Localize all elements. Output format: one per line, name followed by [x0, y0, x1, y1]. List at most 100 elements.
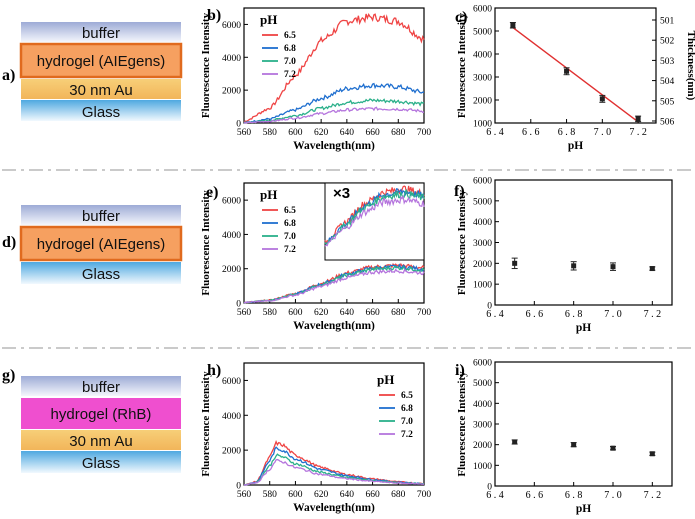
chart-f: 6 . 4 6 . 6 6 . 8 7 . 0 7 . 2 0 1000 2000 3000 40… — [456, 177, 673, 334]
data-point — [510, 22, 516, 28]
legend-title: pH — [260, 12, 277, 27]
y-tick-label: 0 — [236, 120, 241, 130]
x-tick-label: 7 . 0 — [604, 309, 622, 320]
plot-frame — [243, 362, 425, 486]
chart-c: 6 . 4 6 . 6 6 . 8 7 . 0 7 . 2 1000 2000 3000 400… — [456, 5, 695, 153]
x-tick-label: 620 — [314, 490, 329, 500]
y-tick-label: 6000 — [473, 5, 492, 15]
layer-buffer-label: buffer — [82, 208, 120, 225]
x-tick-label: 700 — [417, 490, 432, 500]
chart-h: 560 580 600 620 640 660 680 700 0 2000 4000 6000 Wav… — [200, 362, 432, 514]
legend-label-pH-7.2: 7.2 — [284, 245, 296, 255]
y-axis-label: Fluorescence Intensity — [200, 190, 212, 296]
y-tick-label: 4000 — [473, 51, 492, 61]
x-tick-label: 6 . 6 — [522, 127, 540, 138]
layer-buffer-label: buffer — [82, 25, 120, 42]
legend-label-pH-6.5: 6.5 — [284, 31, 296, 41]
legend-title: pH — [377, 372, 394, 387]
legend-label-pH-6.8: 6.8 — [284, 219, 296, 229]
layer-glass — [21, 451, 181, 473]
plot-frame — [494, 179, 673, 306]
x-tick-label: 7 . 0 — [594, 127, 612, 138]
legend-label-pH-7.2: 7.2 — [284, 70, 296, 80]
x-tick-label: 660 — [365, 308, 380, 318]
legend-title: pH — [260, 187, 277, 202]
right-tick-label: 503 — [660, 57, 675, 67]
plot-frame — [243, 7, 425, 124]
layer-glass-label: Glass — [82, 455, 120, 472]
series-line-pH-7.0 — [244, 453, 425, 486]
layer-buffer — [21, 376, 181, 396]
x-axis-label: pH — [576, 503, 591, 515]
layer-hydrogel — [21, 398, 181, 429]
x-tick-label: 680 — [391, 128, 406, 138]
layer-gold — [21, 79, 181, 99]
data-point — [649, 266, 655, 272]
x-tick-label: 660 — [365, 128, 380, 138]
y-tick-label: 6000 — [222, 197, 241, 207]
panel-label-f: f) — [454, 183, 465, 200]
series-line-pH-7.0 — [243, 265, 425, 304]
x-axis-label: Wavelength(nm) — [293, 502, 375, 514]
x-axis-label: Wavelength(nm) — [293, 320, 375, 332]
y-tick-label: 3000 — [473, 421, 492, 431]
layer-gold — [21, 430, 181, 450]
panel-label-g: g) — [2, 367, 15, 384]
y-tick-label: 2000 — [473, 260, 492, 270]
y-tick-label: 6000 — [473, 177, 492, 187]
x-tick-label: 6 . 8 — [565, 490, 583, 501]
x-tick-label: 600 — [288, 490, 303, 500]
legend-label-pH-7.0: 7.0 — [401, 417, 413, 427]
series-line-pH-7.0 — [243, 98, 425, 124]
y-tick-label: 4000 — [222, 412, 241, 422]
data-point — [610, 264, 616, 270]
x-tick-label: 6 . 4 — [486, 490, 504, 501]
y-tick-label: 2000 — [222, 447, 241, 457]
schematic-g: g) buffer hydrogel (RhB) 30 nm Au Glass — [2, 367, 181, 473]
y-tick-label: 4000 — [222, 231, 241, 241]
x-tick-label: 700 — [417, 308, 432, 318]
x-tick-label: 560 — [237, 490, 252, 500]
chart-b: 560 580 600 620 640 660 680 700 0 2000 4000 6000 Wav… — [200, 7, 432, 152]
x-tick-label: 680 — [391, 490, 406, 500]
layer-glass-label: Glass — [82, 104, 120, 121]
y-tick-label: 3000 — [473, 74, 492, 84]
x-axis-label: pH — [568, 140, 583, 152]
y-axis-label: Fluorescence Intensity — [200, 12, 212, 118]
y-tick-label: 6000 — [222, 377, 241, 387]
data-point — [571, 263, 577, 269]
x-tick-label: 6 . 6 — [526, 490, 544, 501]
x-tick-label: 620 — [314, 128, 329, 138]
y-tick-label: 2000 — [222, 87, 241, 97]
y-tick-label: 4000 — [222, 54, 241, 64]
y-tick-label: 2000 — [473, 97, 492, 107]
data-point — [571, 442, 577, 448]
layer-hydrogel-label: hydrogel (RhB) — [51, 406, 152, 423]
right-tick-label: 504 — [660, 77, 675, 87]
y-tick-label: 5000 — [473, 28, 492, 38]
schematic-a: a) buffer hydrogel (AIEgens) 30 nm Au Gl… — [2, 22, 183, 121]
series-line-pH-7.2 — [243, 458, 424, 486]
panel-label-d: d) — [2, 234, 16, 251]
panel-label-b: b) — [207, 7, 221, 24]
panel-label-c: c) — [455, 9, 467, 26]
data-point — [599, 96, 605, 102]
x-tick-label: 7 . 2 — [644, 309, 662, 320]
y-tick-label: 4000 — [473, 218, 492, 228]
data-point — [635, 116, 641, 122]
layer-glass — [21, 262, 181, 284]
x-tick-label: 700 — [417, 128, 432, 138]
panel-label-a: a) — [2, 67, 15, 84]
y-tick-label: 0 — [236, 300, 241, 310]
x-tick-label: 6 . 4 — [486, 127, 504, 138]
right-tick-label: 502 — [660, 37, 675, 47]
panel-label-i: i) — [455, 362, 465, 379]
x-axis-label: pH — [576, 322, 591, 334]
x-tick-label: 600 — [288, 308, 303, 318]
y-tick-label: 0 — [236, 482, 241, 492]
y-axis-label: Fluorescence Intensity — [456, 189, 468, 295]
x-axis-label: Wavelength(nm) — [293, 140, 375, 152]
layer-hydrogel-label: hydrogel (AIEgens) — [37, 236, 165, 253]
x-tick-label: 6 . 8 — [558, 127, 576, 138]
